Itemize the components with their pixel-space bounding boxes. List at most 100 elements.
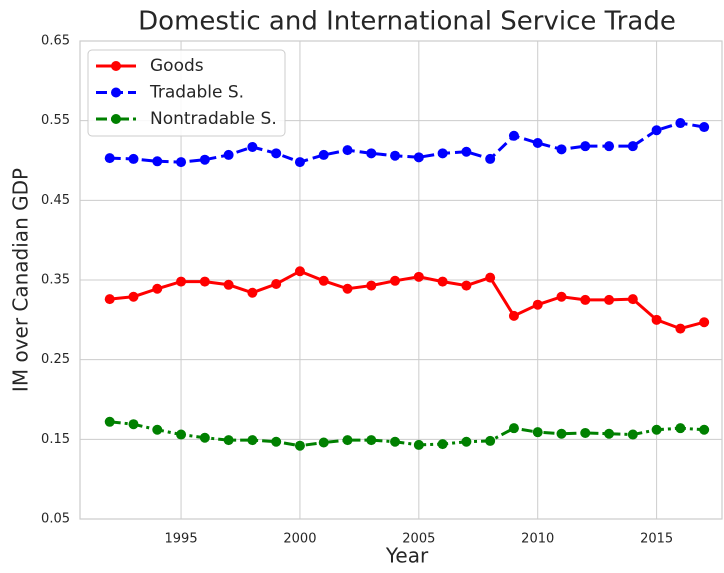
data-point (485, 153, 496, 164)
data-point (104, 416, 115, 427)
legend-label: Tradable S. (149, 83, 244, 103)
data-point (508, 130, 519, 141)
data-point (152, 156, 163, 167)
data-point (390, 275, 401, 286)
plot-frame (79, 40, 723, 520)
data-point (437, 276, 448, 287)
data-point (342, 435, 353, 446)
y-tick-label: 0.15 (41, 432, 70, 447)
series-line (109, 420, 705, 448)
data-point (627, 429, 638, 440)
data-point (699, 424, 710, 435)
data-point (556, 144, 567, 155)
data-point (104, 153, 115, 164)
data-point (318, 149, 329, 160)
y-tick-label: 0.25 (41, 352, 70, 367)
data-point (604, 428, 615, 439)
data-point (294, 266, 305, 277)
data-point (342, 283, 353, 294)
data-point (271, 148, 282, 159)
data-point (627, 141, 638, 152)
data-point (271, 278, 282, 289)
data-point (199, 154, 210, 165)
data-point (366, 280, 377, 291)
data-point (318, 275, 329, 286)
data-point (342, 145, 353, 156)
data-point (247, 141, 258, 152)
x-tick-label: 2015 (640, 532, 673, 547)
data-point (128, 291, 139, 302)
data-point (461, 146, 472, 157)
y-tick-label: 0.05 (41, 512, 70, 527)
data-point (247, 287, 258, 298)
data-point (699, 317, 710, 328)
y-axis-label: IM over Canadian GDP (9, 168, 33, 392)
data-point (604, 294, 615, 305)
legend-marker (111, 61, 121, 71)
data-point (508, 423, 519, 434)
data-point (675, 323, 686, 334)
data-point (199, 432, 210, 443)
x-tick-label: 2005 (402, 532, 435, 547)
data-point (627, 294, 638, 305)
data-point (675, 423, 686, 434)
data-point (176, 157, 187, 168)
data-point (104, 294, 115, 305)
data-point (413, 152, 424, 163)
data-point (651, 125, 662, 136)
data-point (128, 153, 139, 164)
data-point (223, 149, 234, 160)
y-tick-label: 0.35 (41, 273, 70, 288)
legend-marker (111, 87, 121, 98)
data-point (152, 424, 163, 435)
data-point (247, 435, 258, 446)
y-tick-label: 0.55 (41, 113, 70, 128)
data-point (675, 118, 686, 129)
data-point (294, 157, 305, 168)
data-point (366, 435, 377, 446)
data-point (223, 279, 234, 290)
data-point (461, 280, 472, 291)
data-point (199, 276, 210, 287)
data-point (580, 294, 591, 305)
data-point (651, 314, 662, 325)
data-point (485, 435, 496, 446)
data-point (413, 271, 424, 282)
data-point (318, 437, 329, 448)
data-point (556, 291, 567, 302)
data-point (223, 435, 234, 446)
legend-marker (111, 114, 121, 124)
x-tick-label: 2010 (521, 532, 554, 547)
data-point (390, 150, 401, 161)
data-point (604, 141, 615, 152)
y-tick-label: 0.65 (41, 34, 70, 49)
legend-label: Goods (150, 56, 204, 76)
data-point (366, 148, 377, 159)
data-point (176, 429, 187, 440)
data-point (532, 299, 543, 310)
data-point (152, 283, 163, 294)
x-tick-label: 1995 (165, 532, 198, 547)
data-point (128, 419, 139, 430)
data-point (271, 436, 282, 447)
data-point (532, 427, 543, 438)
data-point (294, 440, 305, 451)
data-point (580, 141, 591, 152)
y-tick-label: 0.45 (41, 193, 70, 208)
legend: Goods Tradable S. Nontradable S. (87, 49, 286, 137)
data-point (437, 439, 448, 450)
x-axis-label: Year (385, 544, 429, 568)
data-point (651, 424, 662, 435)
x-tick-label: 2000 (283, 532, 316, 547)
data-point (532, 137, 543, 148)
data-point (390, 436, 401, 447)
data-point (437, 148, 448, 159)
chart-title: Domestic and International Service Trade (138, 7, 676, 37)
legend-label: Nontradable S. (150, 109, 277, 129)
data-point (699, 122, 710, 133)
data-point (580, 427, 591, 438)
data-point (413, 439, 424, 450)
legend-box (87, 49, 286, 137)
data-point (556, 428, 567, 439)
